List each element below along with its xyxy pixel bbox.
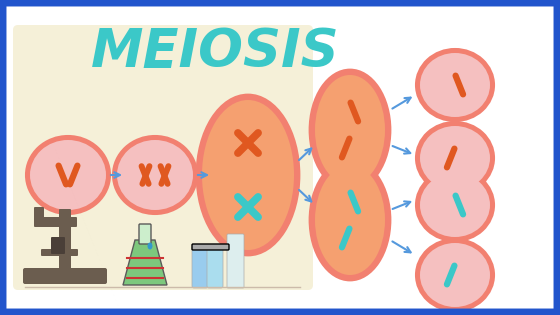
Ellipse shape <box>420 53 490 117</box>
Ellipse shape <box>147 243 152 249</box>
Ellipse shape <box>197 95 299 255</box>
FancyBboxPatch shape <box>227 234 244 288</box>
Ellipse shape <box>416 169 494 241</box>
Ellipse shape <box>117 140 193 210</box>
Ellipse shape <box>315 165 385 275</box>
Ellipse shape <box>315 75 385 185</box>
Ellipse shape <box>420 126 490 190</box>
FancyBboxPatch shape <box>34 207 44 227</box>
FancyBboxPatch shape <box>207 246 223 288</box>
FancyBboxPatch shape <box>51 237 65 254</box>
FancyBboxPatch shape <box>192 244 229 250</box>
Ellipse shape <box>416 122 494 194</box>
Ellipse shape <box>26 136 110 214</box>
Text: MEIOSIS: MEIOSIS <box>91 26 339 78</box>
Ellipse shape <box>420 243 490 307</box>
FancyBboxPatch shape <box>139 224 151 244</box>
FancyBboxPatch shape <box>13 25 313 290</box>
FancyBboxPatch shape <box>37 217 77 227</box>
Ellipse shape <box>420 173 490 237</box>
FancyBboxPatch shape <box>41 249 78 256</box>
Ellipse shape <box>416 49 494 121</box>
Ellipse shape <box>113 136 197 214</box>
FancyBboxPatch shape <box>192 246 208 288</box>
Ellipse shape <box>30 140 106 210</box>
Ellipse shape <box>310 160 390 280</box>
Ellipse shape <box>202 100 294 250</box>
FancyBboxPatch shape <box>59 209 71 276</box>
FancyBboxPatch shape <box>23 268 107 284</box>
Ellipse shape <box>416 239 494 311</box>
Ellipse shape <box>310 70 390 190</box>
Polygon shape <box>123 240 167 285</box>
Ellipse shape <box>40 273 90 283</box>
